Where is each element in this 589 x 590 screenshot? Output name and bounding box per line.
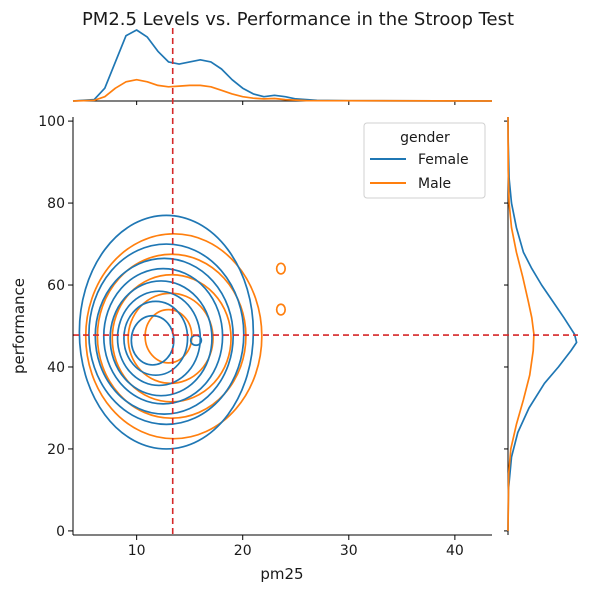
contour-female [88, 243, 245, 426]
y-tick-label: 20 [47, 442, 65, 458]
contour-female [94, 257, 235, 415]
reference-lines [73, 28, 578, 535]
x-tick-label: 30 [340, 543, 358, 559]
y-tick-label: 0 [56, 524, 65, 540]
legend-label-female: Female [418, 152, 469, 168]
chart-title: PM2.5 Levels vs. Performance in the Stro… [82, 9, 514, 30]
contour-male [275, 262, 287, 275]
main-plot: 10 20 30 40 0 20 40 60 80 100 [38, 28, 578, 559]
axes-frame [72, 117, 492, 536]
y-ticks: 0 20 40 60 80 100 [38, 114, 73, 540]
x-tick-label: 40 [446, 543, 464, 559]
legend: gender Female Male [363, 122, 486, 199]
contour-male [84, 232, 263, 440]
contour-female [78, 214, 255, 450]
contour-male [275, 303, 287, 316]
contour-male [111, 273, 232, 403]
x-tick-label: 20 [234, 543, 252, 559]
legend-title: gender [400, 130, 450, 146]
y-tick-label: 60 [47, 278, 65, 294]
right-marginal-plot [504, 116, 578, 535]
y-tick-label: 80 [47, 196, 65, 212]
contour-layer [78, 214, 287, 450]
y-axis-label: performance [10, 278, 28, 374]
top-marginal-density-male [72, 78, 493, 102]
contour-female [123, 300, 189, 377]
top-marginal-plot [72, 29, 493, 105]
right-marginal-density-female [507, 116, 578, 531]
contour-male [96, 253, 247, 420]
x-tick-label: 10 [128, 543, 146, 559]
legend-label-male: Male [418, 176, 451, 192]
top-marginal-density-female [72, 29, 493, 102]
contour-female [109, 280, 213, 397]
y-tick-label: 100 [38, 114, 65, 130]
contour-female [130, 314, 175, 366]
y-tick-label: 40 [47, 360, 65, 376]
right-marginal-density-male [507, 116, 535, 531]
x-ticks: 10 20 30 40 [128, 535, 464, 559]
legend-frame [363, 122, 486, 199]
x-axis-label: pm25 [260, 565, 303, 583]
contour-female [102, 267, 224, 405]
